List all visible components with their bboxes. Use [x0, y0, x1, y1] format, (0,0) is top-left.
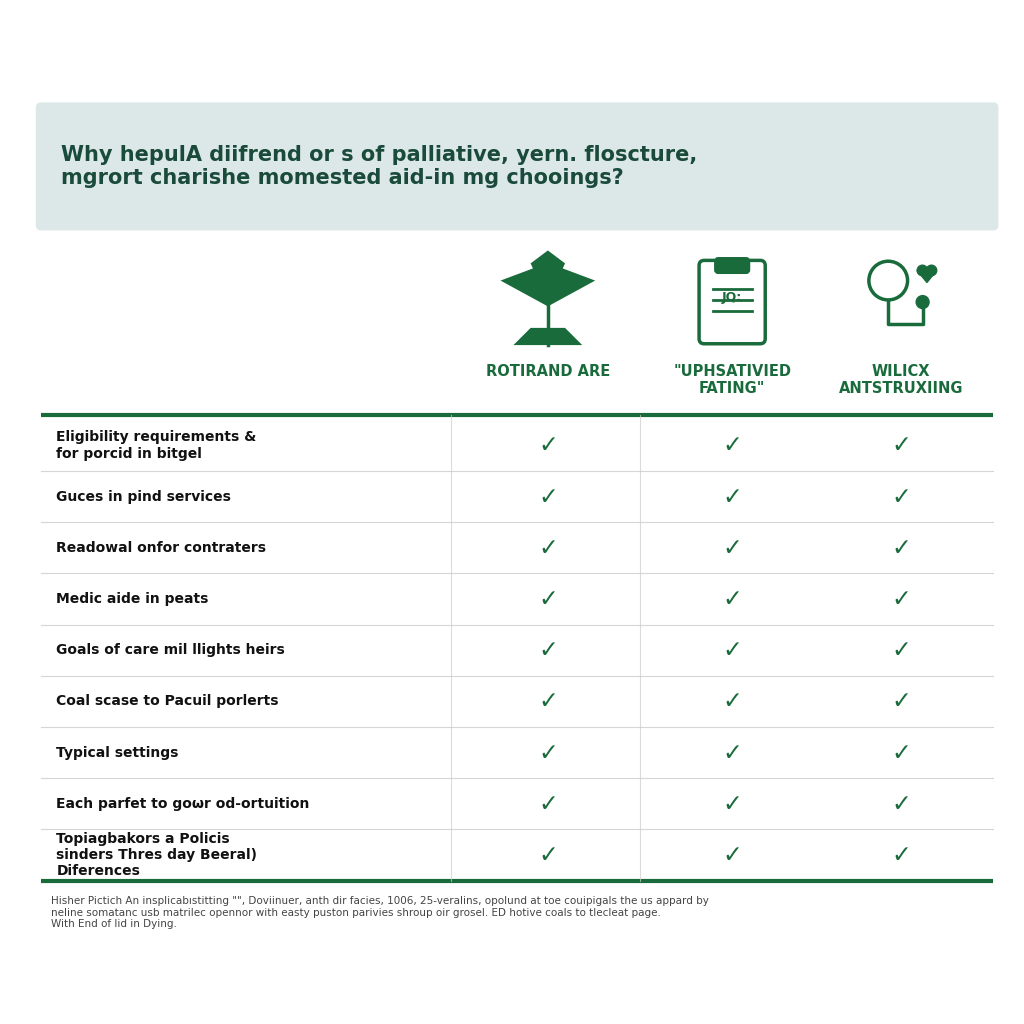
- Text: ✓: ✓: [538, 689, 558, 714]
- Text: ✓: ✓: [722, 740, 742, 765]
- Text: Readowal onfor contraters: Readowal onfor contraters: [56, 541, 266, 555]
- Text: ✓: ✓: [722, 792, 742, 816]
- Text: Goals of care mil llights heirs: Goals of care mil llights heirs: [56, 643, 285, 657]
- Text: "UPHSATIVIED
FATING": "UPHSATIVIED FATING": [673, 364, 792, 396]
- Text: ✓: ✓: [722, 433, 742, 458]
- Text: ✓: ✓: [891, 638, 911, 663]
- Polygon shape: [530, 251, 565, 302]
- Text: ✓: ✓: [722, 689, 742, 714]
- Text: Each parfet to goωr od-ortuition: Each parfet to goωr od-ortuition: [56, 797, 309, 811]
- Text: ✓: ✓: [538, 740, 558, 765]
- FancyBboxPatch shape: [715, 258, 750, 273]
- Text: ✓: ✓: [891, 587, 911, 611]
- Text: ✓: ✓: [538, 536, 558, 560]
- Circle shape: [918, 265, 928, 275]
- Text: ROTIRAND ARE: ROTIRAND ARE: [485, 364, 610, 379]
- Text: Why hepulА diifrend or s of palliative, yern. floscture,
mgrort charishe momeste: Why hepulА diifrend or s of palliative, …: [61, 144, 697, 188]
- Text: ✓: ✓: [722, 638, 742, 663]
- Text: ✓: ✓: [891, 689, 911, 714]
- Text: ✓: ✓: [538, 587, 558, 611]
- Text: ✓: ✓: [538, 484, 558, 509]
- Text: ✓: ✓: [538, 638, 558, 663]
- Polygon shape: [501, 267, 548, 306]
- Text: ✓: ✓: [722, 536, 742, 560]
- Text: ✓: ✓: [891, 792, 911, 816]
- Text: ✓: ✓: [891, 740, 911, 765]
- Text: ✓: ✓: [538, 843, 558, 867]
- Text: Topiagbakors a Policis
sinders Thres day Beeral)
Diferences: Topiagbakors a Policis sinders Thres day…: [56, 831, 257, 879]
- Polygon shape: [918, 270, 937, 283]
- Text: Typical settings: Typical settings: [56, 745, 179, 760]
- Polygon shape: [513, 328, 583, 345]
- Circle shape: [916, 296, 929, 308]
- Text: JQ:: JQ:: [722, 291, 742, 304]
- Text: Guces in pind services: Guces in pind services: [56, 489, 231, 504]
- Text: ✓: ✓: [891, 843, 911, 867]
- Text: Eligibility requirements &
for porcid in bitgel: Eligibility requirements & for porcid in…: [56, 430, 257, 461]
- Text: Medic aide in peats: Medic aide in peats: [56, 592, 209, 606]
- Text: ✓: ✓: [891, 484, 911, 509]
- FancyBboxPatch shape: [699, 260, 765, 344]
- Text: Hisher Pictich An insplicabıstitting "", Doviinuer, anth dir facies, 1006, 25-ve: Hisher Pictich An insplicabıstitting "",…: [51, 896, 709, 929]
- Circle shape: [926, 265, 937, 275]
- Text: ✓: ✓: [538, 792, 558, 816]
- Text: ✓: ✓: [722, 484, 742, 509]
- Text: ✓: ✓: [538, 433, 558, 458]
- Text: WILICX
ANTSTRUXIING: WILICX ANTSTRUXIING: [839, 364, 964, 396]
- Text: ✓: ✓: [891, 536, 911, 560]
- Polygon shape: [548, 267, 595, 306]
- Text: ✓: ✓: [722, 843, 742, 867]
- Text: Coal scase to Pacuil porlerts: Coal scase to Pacuil porlerts: [56, 694, 279, 709]
- Text: ✓: ✓: [722, 587, 742, 611]
- Text: ✓: ✓: [891, 433, 911, 458]
- FancyBboxPatch shape: [36, 102, 998, 230]
